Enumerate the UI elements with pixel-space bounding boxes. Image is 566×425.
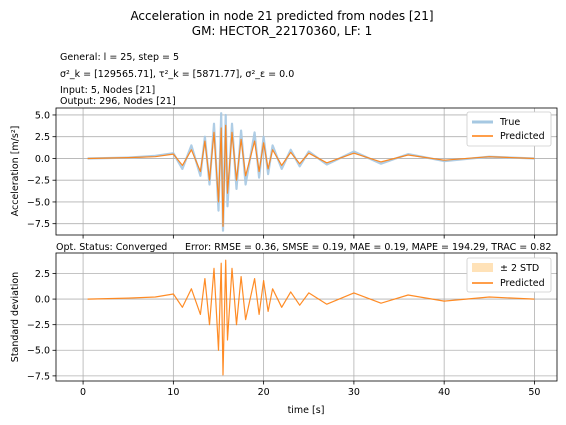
- y-ticks: −7.5 −5.0 −2.5 0.0 2.5: [27, 269, 56, 382]
- series-layer: [87, 112, 535, 232]
- x-tick-label: 10: [167, 387, 179, 398]
- axes-frame: [55, 107, 558, 236]
- legend-swatch-std: [472, 263, 493, 272]
- info-input: Input: 5, Nodes [21]: [60, 85, 155, 96]
- series-layer: [87, 259, 535, 376]
- x-axis-label: time [s]: [288, 405, 325, 416]
- x-tick-label: 30: [348, 387, 360, 398]
- chart-subtitle: GM: HECTOR_22170360, LF: 1: [192, 24, 372, 38]
- grid: [56, 253, 557, 381]
- legend-label-std: ± 2 STD: [500, 263, 539, 274]
- acceleration-plot: −7.5 −5.0 −2.5 0.0 2.5 5.0 Acceleration [m/s²…: [10, 107, 558, 239]
- legend: ± 2 STD Predicted: [466, 257, 552, 293]
- x-ticks: 0 10 20 30 40 50: [80, 381, 540, 398]
- error-metrics: Error: RMSE = 0.36, SMSE = 0.19, MAE = 0…: [185, 242, 551, 253]
- opt-status: Opt. Status: Converged: [56, 242, 167, 253]
- info-general: General: l = 25, step = 5: [60, 52, 179, 63]
- chart-title: Acceleration in node 21 predicted from n…: [130, 9, 433, 23]
- x-tick-label: 50: [528, 387, 540, 398]
- legend-label-predicted: Predicted: [500, 278, 545, 289]
- std-plot: −7.5 −5.0 −2.5 0.0 2.5 0 10 20 30 40 50 Standard …: [10, 252, 558, 416]
- y-tick-label: −7.5: [27, 219, 50, 230]
- y-tick-label: 0.0: [35, 154, 50, 165]
- y-tick-label: 2.5: [35, 269, 50, 280]
- legend-label-predicted: Predicted: [500, 131, 545, 142]
- axes-frame: [55, 252, 558, 382]
- x-tick-label: 20: [258, 387, 270, 398]
- series-line-predicted: [87, 124, 535, 227]
- y-tick-label: 2.5: [35, 132, 50, 143]
- y-tick-label: 0.0: [35, 294, 50, 305]
- series-line-predicted: [87, 259, 535, 376]
- legend: True Predicted: [466, 111, 552, 147]
- x-tick-label: 0: [80, 387, 86, 398]
- y-tick-label: −7.5: [27, 371, 50, 382]
- x-ticks: [82, 235, 535, 239]
- y-tick-label: −2.5: [27, 176, 50, 187]
- info-sigma: σ²_k = [129565.71], τ²_k = [5871.77], σ²…: [60, 69, 294, 80]
- y-tick-label: 5.0: [35, 110, 50, 121]
- y-axis-label: Acceleration [m/s²]: [10, 126, 21, 217]
- info-output: Output: 296, Nodes [21]: [60, 96, 176, 107]
- y-axis-label: Standard deviation: [10, 272, 21, 362]
- y-tick-label: −5.0: [27, 197, 50, 208]
- x-tick-label: 40: [438, 387, 450, 398]
- y-tick-label: −2.5: [27, 320, 50, 331]
- y-ticks: −7.5 −5.0 −2.5 0.0 2.5 5.0: [27, 110, 56, 230]
- y-tick-label: −5.0: [27, 346, 50, 357]
- legend-label-true: True: [499, 117, 520, 128]
